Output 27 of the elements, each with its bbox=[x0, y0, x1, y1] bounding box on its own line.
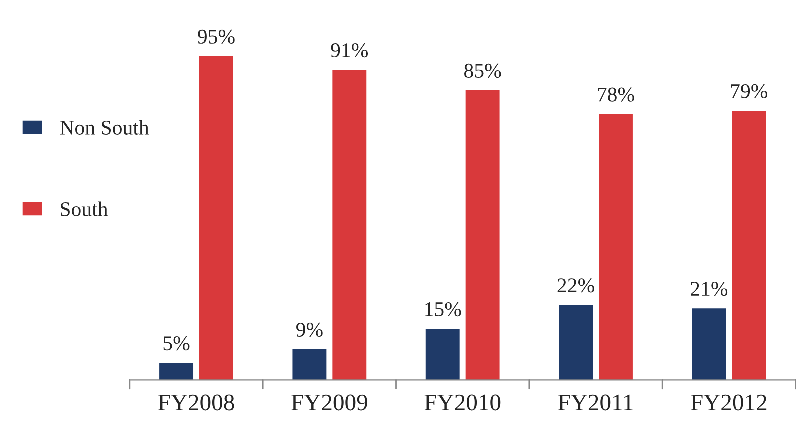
bar bbox=[599, 114, 633, 380]
data-label: 91% bbox=[331, 43, 368, 58]
data-label: 95% bbox=[198, 30, 235, 44]
bar bbox=[466, 90, 500, 380]
data-label: 5% bbox=[164, 336, 190, 351]
x-tick-label: FY2009 bbox=[292, 394, 368, 411]
bar bbox=[200, 56, 234, 380]
bar bbox=[559, 305, 594, 380]
data-label: 21% bbox=[691, 282, 728, 296]
x-tick-label: FY2011 bbox=[558, 394, 633, 411]
bar bbox=[332, 70, 367, 380]
bar bbox=[160, 363, 194, 380]
data-label: 79% bbox=[731, 84, 768, 99]
data-label: 22% bbox=[558, 278, 594, 293]
data-label: 78% bbox=[598, 88, 634, 102]
bar bbox=[692, 308, 726, 380]
data-label: 15% bbox=[426, 302, 462, 317]
bar bbox=[426, 329, 460, 380]
legend-label: South bbox=[61, 202, 108, 216]
x-tick-label: FY2010 bbox=[424, 394, 501, 411]
bar bbox=[292, 350, 327, 380]
x-tick-label: FY2008 bbox=[158, 394, 234, 411]
legend-label: Non South bbox=[60, 120, 150, 135]
data-label: 85% bbox=[464, 64, 502, 78]
bar bbox=[732, 111, 766, 380]
data-label: 9% bbox=[296, 322, 323, 338]
x-tick-label: FY2012 bbox=[691, 394, 767, 411]
